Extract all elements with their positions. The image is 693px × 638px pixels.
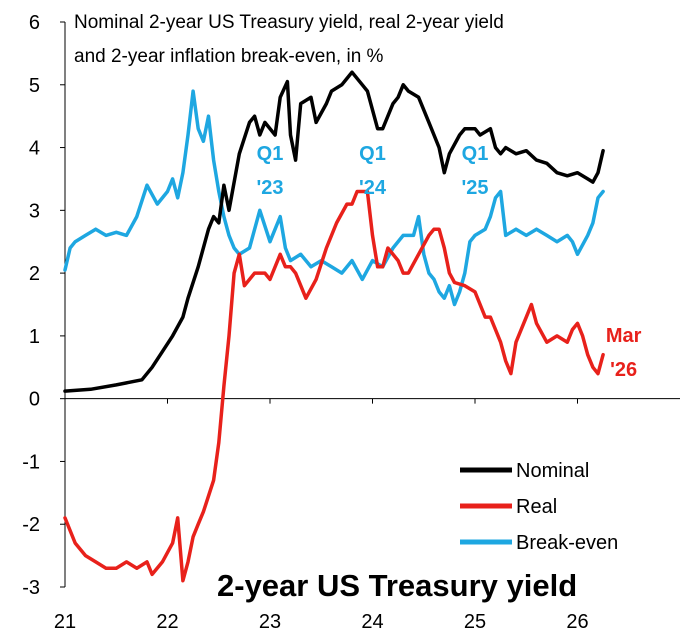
series-line-real [63,189,605,583]
annotation-label: Q1 [462,143,489,165]
y-tick-label: 3 [29,200,40,222]
x-tick-label: 25 [464,611,486,633]
y-tick-label: 4 [29,138,40,160]
y-tick-label: -1 [22,451,40,473]
x-tick-label: 22 [156,611,178,633]
y-tick-label: -3 [22,577,40,599]
annotation-label: Mar [606,325,642,347]
series-line-break-even [63,89,605,307]
annotations: Q1 '23 Q1 '24 Q1 '25 Mar '26 [256,143,641,381]
y-tick-label: 2 [29,263,40,285]
y-tick-labels: 6 5 4 3 2 1 0 -1 -2 -3 [22,12,40,599]
big-chart-title: 2-year US Treasury yield [217,568,577,603]
x-tick-label: 24 [361,611,383,633]
x-tick-label: 23 [259,611,281,633]
axes [60,21,680,588]
series-line-nominal [63,70,605,393]
annotation-label: '25 [461,177,488,199]
chart-title-line-1: Nominal 2-year US Treasury yield, real 2… [74,12,504,33]
legend-label-nominal: Nominal [516,460,589,482]
annotation-label: '26 [610,359,637,381]
legend: Nominal Real Break-even [460,460,618,554]
series-lines [63,70,605,583]
annotation-label: Q1 [359,143,386,165]
annotation-label: '24 [359,177,387,199]
y-tick-label: -2 [22,514,40,536]
y-tick-label: 0 [29,389,40,411]
chart-title-line-2: and 2-year inflation break-even, in % [74,46,384,67]
annotation-label: '23 [256,177,283,199]
y-tick-label: 6 [29,12,40,34]
legend-label-real: Real [516,496,557,518]
x-tick-labels: 21 22 23 24 25 26 [54,611,589,633]
legend-label-break-even: Break-even [516,532,618,554]
annotation-label: Q1 [257,143,284,165]
x-tick-label: 21 [54,611,76,633]
y-tick-label: 1 [29,326,40,348]
x-tick-label: 26 [566,611,588,633]
y-tick-label: 5 [29,75,40,97]
